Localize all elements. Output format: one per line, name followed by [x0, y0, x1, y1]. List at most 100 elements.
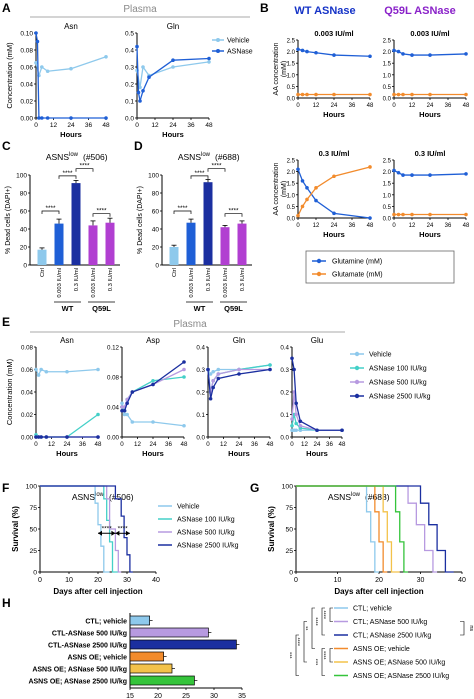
data-point — [36, 435, 41, 439]
sig-stars: **** — [45, 205, 56, 212]
data-point — [305, 186, 309, 190]
subplot-title: Gln — [167, 22, 179, 31]
y-tick-label: 0.3 — [196, 367, 205, 374]
sig-stars: **** — [316, 616, 322, 625]
data-point — [410, 53, 414, 57]
x-tick-label: 24 — [331, 103, 338, 109]
x-tick-label: 12 — [313, 223, 320, 229]
y-tick-label: 0.2 — [196, 390, 205, 397]
legend-label: Vehicle — [227, 38, 250, 45]
data-point — [305, 197, 309, 202]
x-tick-label: 12 — [134, 441, 141, 448]
y-tick-label: 1.5 — [383, 182, 392, 188]
data-point — [428, 92, 432, 97]
x-tick-label: 36 — [187, 122, 195, 129]
chart-layer: 0.000.020.040.060.080.100 12 24 36 48AsnHour… — [5, 22, 474, 699]
data-point — [138, 99, 142, 103]
y-tick-label: 0.06 — [21, 367, 34, 374]
data-point — [296, 92, 300, 97]
data-point — [294, 428, 298, 433]
y-tick-label: 2.0 — [383, 50, 392, 56]
y-tick-label: 2.5 — [383, 159, 392, 165]
data-point — [368, 165, 372, 169]
sig-stars: **** — [228, 208, 239, 215]
x-tick-label: 40 — [152, 577, 160, 584]
x-tick-label: 20 — [375, 577, 383, 584]
x-tick-label: 10 — [334, 577, 342, 584]
x-tick-label: 36 — [79, 441, 86, 448]
data-point — [216, 376, 221, 381]
category-label: 0.003 IU/ml — [91, 268, 97, 298]
bar — [71, 183, 81, 265]
y-axis-unit: (mM) — [281, 61, 288, 77]
bar — [129, 615, 150, 626]
data-point — [120, 405, 124, 409]
x-tick-label: 48 — [339, 441, 346, 448]
y-tick-label: 0.0 — [383, 217, 392, 223]
data-point — [147, 75, 151, 79]
data-point — [396, 212, 401, 217]
y-tick-label: 0.2 — [125, 82, 134, 89]
wt-asnase-title: WT ASNase — [294, 5, 355, 17]
y-tick-label: 0.4 — [280, 345, 289, 352]
x-tick-label: 36 — [85, 122, 93, 129]
panel-letter-e: E — [2, 315, 10, 329]
ns-bracket — [460, 621, 465, 636]
sig-stars: **** — [96, 208, 107, 215]
legend-label: ASNase 100 IU/kg — [369, 366, 427, 373]
y-tick-label: 0.5 — [287, 205, 296, 211]
data-point — [314, 92, 318, 97]
bar — [237, 223, 247, 265]
sig-bracket — [321, 648, 325, 676]
subplot-title: Asp — [146, 336, 160, 345]
sig-stars: **** — [211, 163, 222, 170]
x-tick-label: 36 — [349, 103, 356, 109]
x-tick-label: 48 — [205, 122, 213, 129]
x-tick-label: 30 — [123, 577, 131, 584]
sig-bracket — [190, 175, 209, 179]
subplot-title: 0.3 IU/ml — [415, 149, 446, 158]
y-tick-label: 0.04 — [107, 405, 120, 412]
legend-label: ASNase 2500 IU/kg — [369, 394, 431, 401]
data-point — [237, 367, 241, 372]
x-tick-label: 48 — [102, 122, 110, 129]
x-tick-label: 24 — [64, 441, 71, 448]
data-point — [401, 52, 405, 56]
data-point — [332, 53, 336, 57]
legend-label: CTL; ASNase 2500 IU/kg — [353, 633, 431, 640]
bar — [220, 227, 230, 265]
sig-bracket — [311, 607, 315, 649]
y-tick-label: 2.5 — [383, 39, 392, 45]
x-axis-label: Hours — [162, 130, 184, 139]
data-point — [39, 367, 43, 372]
sig-bracket — [295, 634, 299, 676]
data-point — [96, 412, 100, 417]
y-tick-label: 0.1 — [280, 412, 289, 419]
y-tick-label: 60 — [152, 209, 160, 216]
panel-letter-g: G — [250, 481, 259, 495]
sig-stars: **** — [177, 205, 188, 212]
legend-label: ASNS OE; vehicle — [353, 646, 410, 653]
category-label: CTL-ASNase 500 IU/kg — [52, 631, 127, 638]
survival-curve — [296, 485, 400, 573]
x-tick-label: 36 — [326, 441, 333, 448]
x-tick-label: 20 — [94, 577, 102, 584]
data-point — [182, 367, 186, 372]
data-point — [37, 116, 41, 120]
data-point — [40, 65, 44, 69]
data-point — [464, 92, 468, 97]
panel-letter-h: H — [2, 596, 11, 610]
data-point — [44, 435, 49, 439]
sig-stars: **** — [118, 525, 129, 532]
sig-stars: ** — [306, 625, 312, 630]
y-tick-label: 50 — [285, 527, 293, 534]
bar — [88, 225, 98, 265]
category-label: ASNS OE; vehicle — [67, 655, 127, 662]
data-point — [296, 167, 300, 172]
x-axis-label: Days after cell injection — [334, 587, 423, 596]
y-tick-label: 50 — [29, 527, 37, 534]
x-tick-label: 24 — [427, 103, 434, 109]
series-line — [121, 403, 185, 427]
y-tick-label: 2.5 — [287, 39, 296, 45]
y-tick-label: 0.00 — [20, 116, 33, 123]
